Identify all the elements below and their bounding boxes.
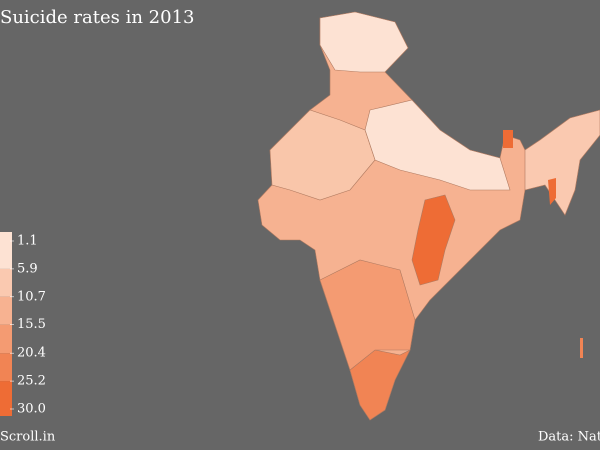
islands-shape [580, 338, 583, 358]
west-region [269, 109, 376, 201]
legend-band [0, 296, 12, 325]
island-shape [548, 178, 556, 205]
credit: Scroll.in [0, 430, 56, 445]
india-map [257, 11, 600, 421]
legend-band [0, 268, 12, 297]
legend-label: 1.1 [17, 234, 38, 249]
legend-label: 20.4 [17, 346, 46, 361]
sikkim-shape [503, 130, 513, 148]
south-region [349, 349, 411, 421]
deccan-region [319, 259, 416, 371]
central-east-region [411, 194, 456, 286]
legend-label: 15.5 [17, 317, 46, 332]
north-region [319, 11, 409, 73]
legend-band [0, 353, 12, 382]
legend-label: 25.2 [17, 374, 46, 389]
legend-label: 5.9 [17, 261, 38, 276]
legend-label: 10.7 [17, 289, 46, 304]
source: Data: Nat [538, 430, 600, 445]
legend-label: 30.0 [17, 402, 46, 417]
map-title: Suicide rates in 2013 [0, 7, 194, 28]
legend: 1.1 5.9 10.7 15.5 20.4 25.2 30.0 [0, 232, 46, 417]
legend-band [0, 232, 12, 269]
northeast-region [524, 109, 600, 216]
legend-band [0, 381, 12, 416]
legend-band [0, 324, 12, 354]
